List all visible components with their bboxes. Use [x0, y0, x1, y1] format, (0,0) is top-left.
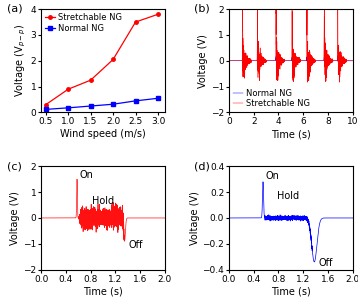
- Line: Normal NG: Normal NG: [229, 55, 353, 63]
- Stretchable NG: [88, 78, 93, 82]
- Stretchable NG: [272, 59, 276, 63]
- Normal NG: [241, 62, 245, 65]
- Text: (d): (d): [194, 161, 210, 171]
- X-axis label: Time (s): Time (s): [271, 129, 311, 139]
- Normal NG: [44, 108, 48, 111]
- Legend: Normal NG, Stretchable NG: Normal NG, Stretchable NG: [233, 89, 310, 108]
- Y-axis label: Voltage (V): Voltage (V): [198, 34, 208, 88]
- Normal NG: [325, 59, 329, 63]
- Normal NG: [156, 96, 160, 100]
- Text: (a): (a): [6, 4, 22, 14]
- Stretchable NG: [233, 59, 237, 63]
- Normal NG: [134, 99, 138, 103]
- Stretchable NG: [227, 59, 231, 63]
- Normal NG: [350, 59, 355, 63]
- Stretchable NG: [134, 20, 138, 24]
- Text: Hold: Hold: [277, 191, 299, 201]
- Text: Off: Off: [318, 258, 332, 268]
- Normal NG: [227, 59, 231, 63]
- Text: (b): (b): [194, 4, 210, 14]
- Stretchable NG: [305, 67, 310, 71]
- Stretchable NG: [305, 80, 309, 84]
- Normal NG: [241, 53, 245, 57]
- Stretchable NG: [44, 103, 48, 107]
- Line: Normal NG: Normal NG: [44, 97, 160, 111]
- Stretchable NG: [300, 59, 304, 63]
- Normal NG: [305, 58, 310, 62]
- Normal NG: [66, 106, 70, 110]
- Text: Off: Off: [129, 240, 143, 250]
- Y-axis label: Voltage (V): Voltage (V): [10, 191, 20, 245]
- Y-axis label: Voltage (V$_{p-p}$): Voltage (V$_{p-p}$): [13, 24, 28, 98]
- Text: (c): (c): [6, 161, 21, 171]
- Stretchable NG: [319, 59, 323, 63]
- Normal NG: [272, 59, 276, 63]
- Text: Hold: Hold: [92, 196, 114, 206]
- Text: On: On: [79, 170, 93, 180]
- X-axis label: Time (s): Time (s): [271, 286, 311, 296]
- Y-axis label: Voltage (V): Voltage (V): [190, 191, 200, 245]
- X-axis label: Wind speed (m/s): Wind speed (m/s): [60, 129, 146, 139]
- Stretchable NG: [66, 87, 70, 91]
- Normal NG: [319, 59, 323, 63]
- Stretchable NG: [156, 12, 160, 16]
- X-axis label: Time (s): Time (s): [83, 286, 123, 296]
- Line: Stretchable NG: Stretchable NG: [44, 12, 160, 106]
- Normal NG: [88, 104, 93, 108]
- Normal NG: [111, 102, 115, 106]
- Line: Stretchable NG: Stretchable NG: [229, 0, 353, 82]
- Text: On: On: [266, 171, 279, 181]
- Stretchable NG: [111, 58, 115, 61]
- Stretchable NG: [325, 61, 329, 64]
- Normal NG: [233, 59, 237, 63]
- Stretchable NG: [350, 59, 355, 63]
- Legend: Stretchable NG, Normal NG: Stretchable NG, Normal NG: [45, 13, 122, 33]
- Normal NG: [300, 59, 304, 63]
